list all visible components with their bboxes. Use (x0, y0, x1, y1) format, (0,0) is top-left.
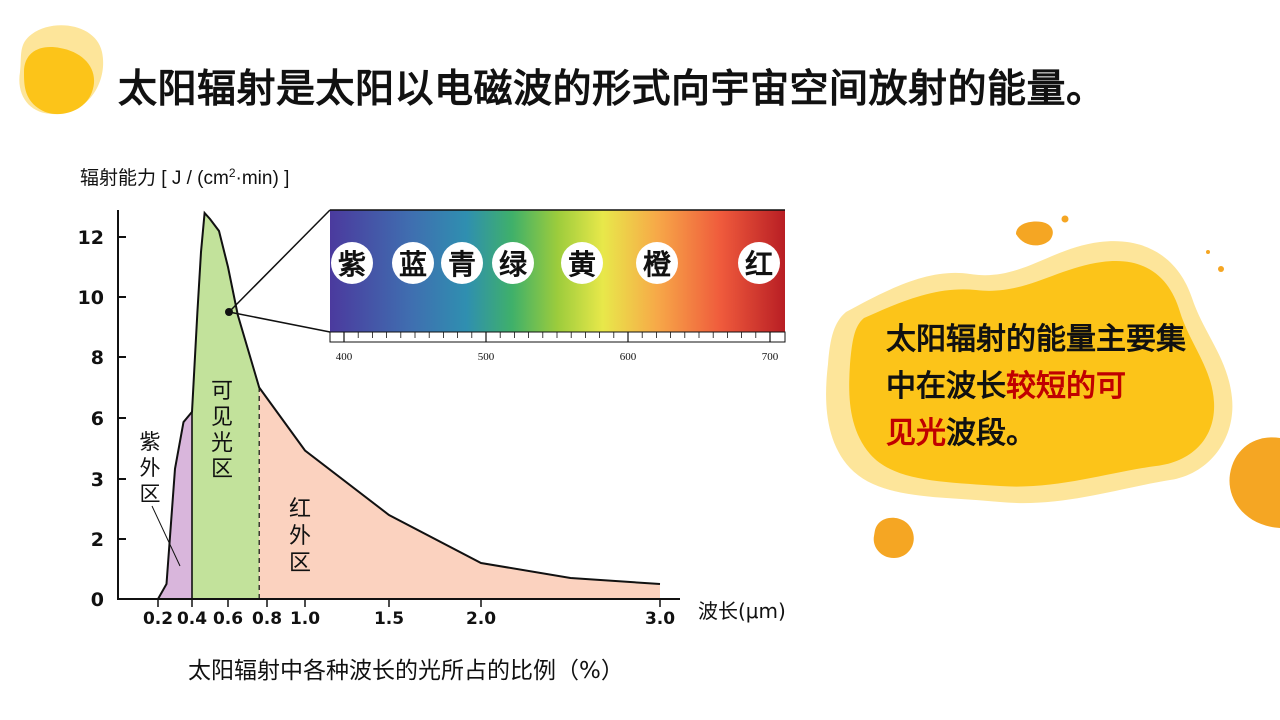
radiation-curve (157, 210, 661, 600)
zoom-line-bottom (228, 311, 331, 333)
spectrum-color-badge: 紫 (331, 242, 373, 284)
region-label-uv: 紫外区 (140, 430, 161, 506)
callout-text-1: 太阳辐射的能量主要集中在波长 (886, 322, 1186, 404)
color-badge-label: 黄 (568, 248, 596, 281)
spectrum-color-names: 紫蓝青绿 黄 橙 红 (331, 242, 780, 284)
x-tick-label: 0.4 (177, 609, 207, 629)
spectrum-color-badge: 青 (441, 242, 483, 284)
spectrum-color-badge: 黄 (561, 242, 603, 284)
spectrum-color-badge: 橙 (636, 242, 678, 284)
decoration-dot-4 (1206, 250, 1210, 254)
color-badge-label: 橙 (643, 248, 672, 281)
decoration-dot-3 (1218, 266, 1224, 272)
region-label-visible: 可见光区 (211, 379, 233, 482)
spectrum-tick-label: 600 (620, 351, 637, 363)
y-tick-label: 2 (91, 529, 104, 551)
color-badge-label: 红 (745, 248, 773, 281)
spectrum-color-badge: 红 (738, 242, 780, 284)
y-axis-label: 辐射能力 [ J / (cm2·min) ] (80, 166, 289, 189)
chart-caption: 太阳辐射中各种波长的光所占的比例（%） (188, 658, 624, 684)
x-tick-label: 0.6 (213, 609, 243, 629)
callout-highlight-2: 见光 (886, 416, 946, 451)
color-badge-label: 青 (448, 248, 476, 281)
color-badge-circle (392, 242, 434, 284)
x-tick-label: 1.0 (290, 609, 320, 629)
callout-highlight-1: 较短的可 (1006, 369, 1126, 404)
callout-text-2: 波段。 (946, 416, 1036, 451)
decoration-dot-2 (1061, 215, 1069, 223)
color-badge-circle (331, 242, 373, 284)
decoration-blob-callout (826, 241, 1233, 504)
color-badge-label: 紫 (338, 248, 366, 281)
spectrum-tick-label: 400 (336, 351, 353, 363)
y-tick-label: 8 (91, 347, 104, 369)
color-badge-circle (441, 242, 483, 284)
y-tick-label: 3 (91, 469, 104, 491)
spectrum-color-badge: 蓝 (392, 242, 434, 284)
color-badge-label: 蓝 (399, 248, 427, 281)
y-tick-label: 6 (91, 408, 104, 430)
color-badge-circle (636, 242, 678, 284)
region-label-infrared: 红外区 (289, 497, 311, 576)
color-badge-circle (561, 242, 603, 284)
decoration-blob-right-edge (1229, 437, 1280, 528)
uv-label-leader (151, 505, 181, 567)
spectrum-minor-ticks (343, 332, 771, 342)
x-tick-label: 1.5 (374, 609, 404, 629)
zoom-line-top (228, 209, 331, 313)
spectrum-tick-label: 500 (478, 351, 495, 363)
infrared-region-area (259, 387, 660, 599)
decoration-dot-1 (1016, 221, 1053, 246)
y-tick-label: 12 (78, 227, 104, 249)
x-tick-label: 2.0 (466, 609, 496, 629)
color-badge-circle (492, 242, 534, 284)
x-axis-label: 波长(μm) (698, 599, 786, 623)
visible-region-area (192, 213, 260, 599)
slide-title: 太阳辐射是太阳以电磁波的形式向宇宙空间放射的能量。 (118, 67, 1106, 112)
x-tick-label: 0.2 (143, 609, 173, 629)
color-badge-label: 绿 (499, 248, 528, 281)
spectrum-tick-label: 700 (762, 351, 779, 363)
x-tick-label: 3.0 (645, 609, 675, 629)
y-axis-ticks: 0 2 3 6 8 10 12 (78, 227, 126, 611)
uv-region-area (158, 411, 192, 599)
decoration-blob-top-left (19, 25, 104, 115)
decoration-blob-bottom (873, 517, 914, 558)
spectrum-scale (329, 331, 786, 343)
x-tick-label: 0.8 (252, 609, 282, 629)
spectrum-color-badge: 绿 (492, 242, 534, 284)
y-tick-label: 0 (91, 589, 104, 611)
key-point-callout: 太阳辐射的能量主要集中在波长较短的可见光波段。 (886, 316, 1206, 457)
x-axis-ticks: 0.2 0.4 0.6 0.8 1.0 1.5 2.0 3.0 (143, 599, 675, 629)
color-badge-circle (738, 242, 780, 284)
y-tick-label: 10 (78, 287, 104, 309)
spectrum-tick-labels: 400 500 600 700 (336, 351, 779, 363)
